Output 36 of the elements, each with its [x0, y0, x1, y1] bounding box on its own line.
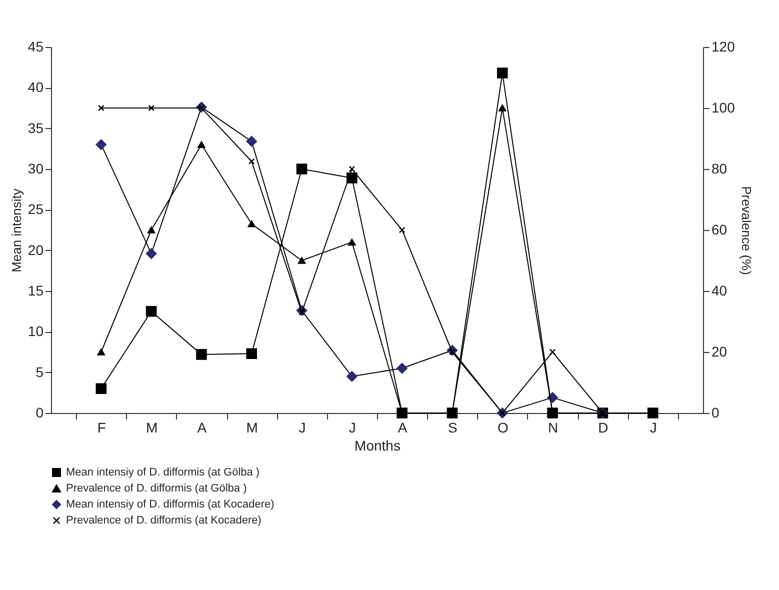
y-tick-label: 30: [28, 160, 44, 176]
x-axis-title: Months: [354, 438, 400, 454]
x-tick-label: D: [598, 420, 608, 436]
y2-axis-title: Prevalence (%): [738, 186, 754, 275]
y-tick-label: 20: [28, 242, 44, 258]
y2-tick-label: 0: [712, 404, 720, 420]
x-tick-label: J: [650, 420, 657, 436]
x-tick-label: A: [398, 420, 408, 436]
y-tick-label: 35: [28, 120, 44, 136]
x-tick-label: M: [246, 420, 258, 436]
y-tick-label: 25: [28, 201, 44, 218]
legend-label: Mean intensiy of D. difformis (at Kocadere): [66, 498, 274, 510]
y2-tick-label: 60: [712, 222, 728, 238]
legend-label: Prevalence of D. difformis (at Kocadere): [66, 514, 262, 526]
y-tick-label: 15: [28, 282, 44, 298]
y-tick-label: 45: [28, 38, 44, 54]
legend-label: Mean intensiy of D. difformis (at Gölba ): [66, 466, 260, 478]
y-axis-title: Mean intensity: [8, 188, 24, 272]
y2-tick-label: 120: [712, 38, 736, 54]
y-tick-label: 40: [28, 79, 44, 96]
x-tick-label: N: [548, 420, 558, 436]
x-tick-label: S: [448, 420, 458, 436]
y2-tick-label: 100: [712, 100, 736, 116]
y-tick-label: 10: [28, 323, 44, 340]
legend-label: Prevalence of D. difformis (at Gölba ): [66, 482, 247, 494]
y-tick-label: 0: [36, 404, 44, 420]
y2-tick-label: 80: [712, 160, 728, 176]
y2-tick-label: 20: [712, 344, 728, 360]
x-tick-label: J: [298, 420, 306, 436]
y2-tick-label: 40: [712, 282, 728, 298]
x-tick-label: J: [348, 420, 356, 436]
y-tick-label: 5: [36, 364, 44, 380]
x-tick-label: A: [197, 420, 208, 436]
x-tick-label: M: [146, 420, 158, 436]
x-tick-label: F: [97, 420, 106, 436]
x-tick-label: O: [497, 420, 508, 436]
